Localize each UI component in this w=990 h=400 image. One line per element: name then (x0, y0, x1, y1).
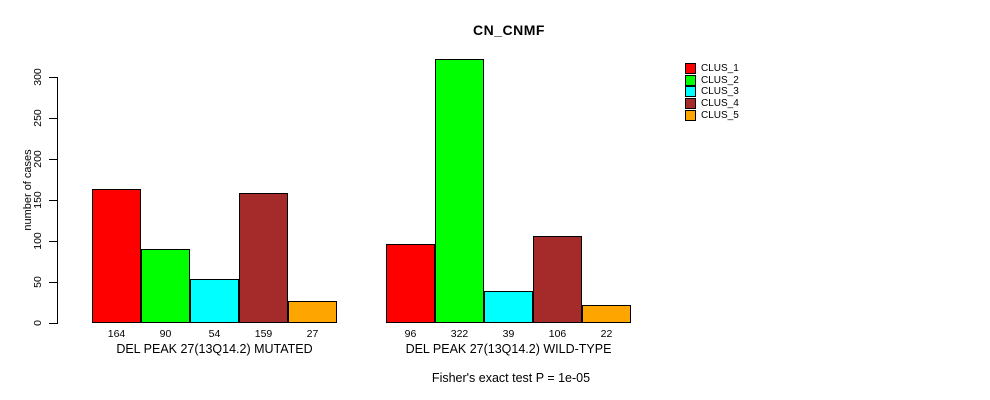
bar-clus_5-group1 (288, 301, 337, 323)
legend-item: CLUS_5 (685, 109, 739, 121)
bar-clus_1-group2 (386, 244, 435, 323)
bar-value-label: 164 (107, 327, 126, 340)
chart-title: CN_CNMF (473, 22, 545, 38)
legend-label: CLUS_4 (701, 98, 739, 110)
bar-clus_3-group2 (484, 291, 533, 323)
bar-value-label: 96 (404, 327, 417, 340)
legend-swatch (685, 86, 696, 98)
y-tick-label: 250 (32, 109, 44, 127)
legend-item: CLUS_3 (685, 86, 739, 98)
y-axis-line (57, 77, 58, 324)
bar-clus_3-group1 (190, 279, 239, 323)
legend-swatch (685, 98, 696, 110)
category-label: DEL PEAK 27(13Q14.2) WILD-TYPE (405, 341, 612, 356)
y-tick-label: 50 (32, 276, 44, 288)
bar-value-label: 39 (502, 327, 515, 340)
y-tick-mark (49, 240, 57, 242)
y-tick-label: 150 (32, 191, 44, 209)
bar-value-label: 159 (254, 327, 273, 340)
bar-clus_2-group1 (141, 249, 190, 323)
y-tick-label: 300 (32, 68, 44, 86)
legend-label: CLUS_2 (701, 74, 739, 86)
legend-label: CLUS_3 (701, 86, 739, 98)
y-tick-label: 200 (32, 150, 44, 168)
legend-swatch (685, 63, 696, 74)
y-tick-mark (49, 117, 57, 119)
y-tick-mark (49, 76, 57, 78)
y-tick-mark (49, 322, 57, 324)
bar-clus_1-group1 (92, 189, 141, 323)
bar-value-label: 90 (159, 327, 172, 340)
bar-clus_5-group2 (582, 305, 631, 323)
legend-item: CLUS_4 (685, 98, 739, 110)
legend-swatch (685, 109, 696, 121)
fisher-test-annotation: Fisher's exact test P = 1e-05 (431, 371, 591, 385)
bar-clus_4-group2 (533, 236, 582, 323)
bar-value-label: 322 (450, 327, 469, 340)
bar-value-label: 54 (208, 327, 221, 340)
legend-swatch (685, 74, 696, 86)
category-label: DEL PEAK 27(13Q14.2) MUTATED (116, 341, 313, 356)
bar-value-label: 27 (306, 327, 319, 340)
bar-clus_4-group1 (239, 193, 288, 323)
y-tick-mark (49, 199, 57, 201)
legend-label: CLUS_5 (701, 109, 739, 121)
y-tick-mark (49, 281, 57, 283)
legend-label: CLUS_1 (701, 63, 739, 74)
y-tick-label: 100 (32, 232, 44, 250)
y-tick-mark (49, 158, 57, 160)
legend-item: CLUS_1 (685, 63, 739, 74)
legend-item: CLUS_2 (685, 74, 739, 86)
y-tick-label: 0 (32, 320, 44, 326)
bar-value-label: 22 (600, 327, 613, 340)
bar-value-label: 106 (548, 327, 567, 340)
bar-clus_2-group2 (435, 59, 484, 323)
